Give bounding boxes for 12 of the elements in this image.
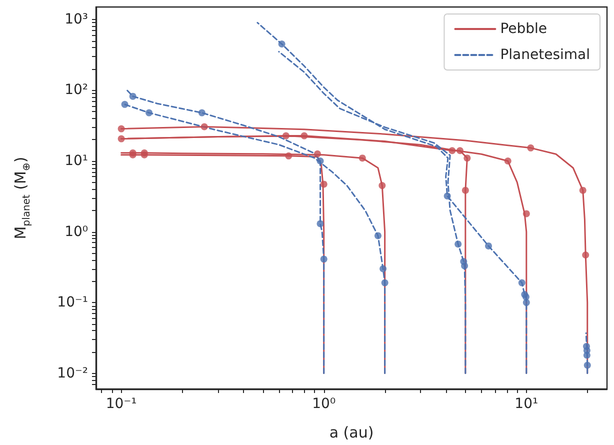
- y-tick-label: 10⁻¹: [57, 294, 88, 311]
- x-tick-label: 10¹: [514, 396, 538, 412]
- y-tick-label: 10⁻²: [57, 365, 88, 382]
- y-tick-label: 10³: [64, 11, 88, 28]
- y-tick-label: 10²: [64, 82, 88, 98]
- y-tick-label: 10¹: [64, 152, 88, 169]
- y-tick-label: 10⁰: [64, 224, 88, 240]
- x-axis-title: a (au): [329, 424, 374, 442]
- legend-label: Planetesimal: [500, 47, 590, 63]
- x-tick-label: 10⁰: [312, 396, 336, 412]
- legend-label: Pebble: [500, 21, 548, 37]
- x-tick-label: 10⁻¹: [106, 396, 137, 412]
